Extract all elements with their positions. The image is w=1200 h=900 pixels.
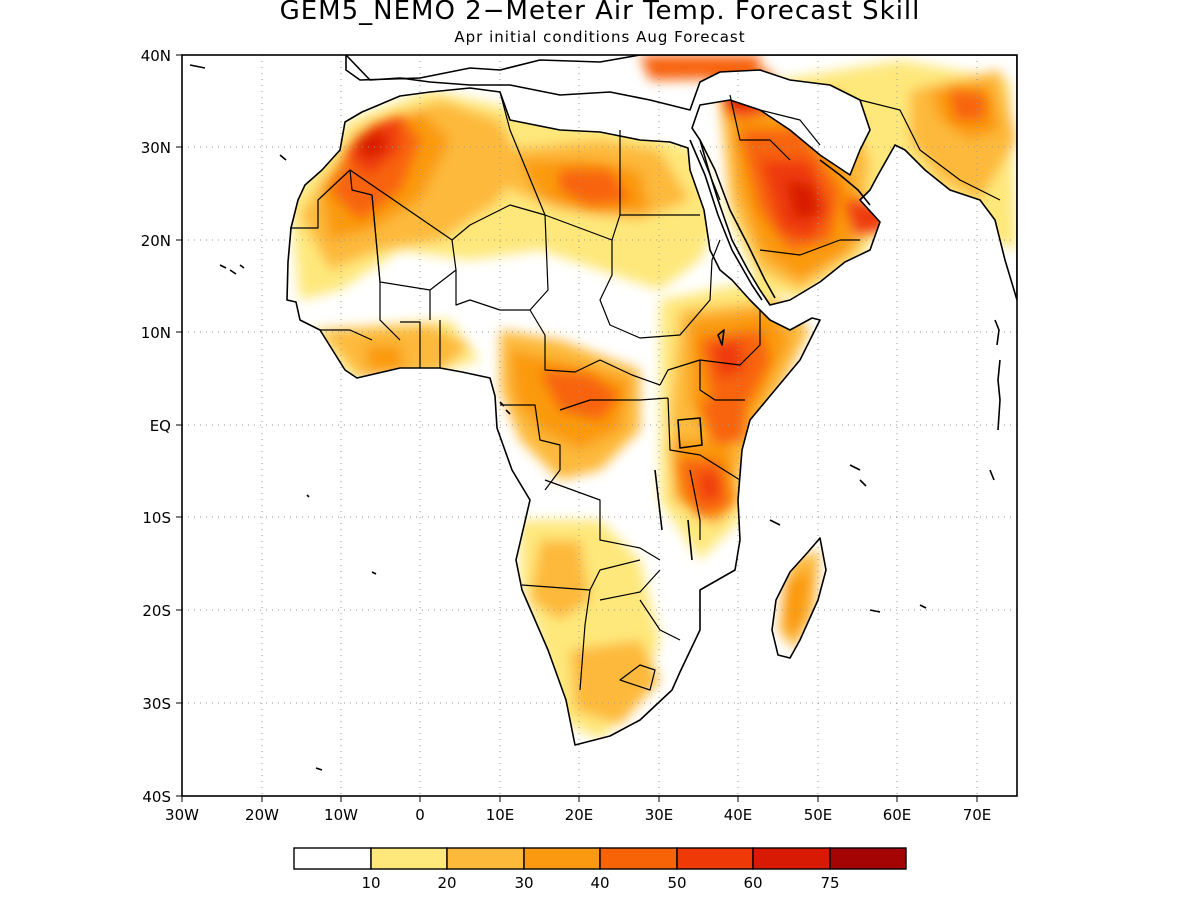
legend-swatch: [446, 847, 525, 870]
legend-swatch: [752, 847, 831, 870]
legend-swatch: [599, 847, 678, 870]
y-tick-label: 10N: [141, 324, 171, 342]
legend-label: 75: [820, 874, 839, 892]
legend-label: 50: [667, 874, 686, 892]
x-tick-label: 30E: [645, 806, 674, 824]
legend-label: 10: [361, 874, 380, 892]
legend-label: 20: [437, 874, 456, 892]
x-tick-label: 10E: [486, 806, 515, 824]
y-tick-label: 30S: [142, 695, 171, 713]
legend-swatch: [293, 847, 372, 870]
x-tick-label: 70E: [963, 806, 992, 824]
map-subtitle: Apr initial conditions Aug Forecast: [454, 28, 746, 46]
legend-label: 30: [514, 874, 533, 892]
y-tick-label: 40N: [141, 47, 171, 65]
country-borders: [290, 91, 1001, 691]
y-tick-label: 30N: [141, 139, 171, 157]
x-axis: 30W 20W 10W 0 10E 20E 30E 40E 50E 60E 70…: [165, 796, 991, 824]
legend-label: 60: [743, 874, 762, 892]
x-tick-label: 50E: [804, 806, 833, 824]
coastlines: [189, 55, 1017, 771]
y-tick-label: 10S: [142, 509, 171, 527]
map-title: GEM5_NEMO 2−Meter Air Temp. Forecast Ski…: [279, 0, 921, 26]
x-tick-label: 10W: [324, 806, 358, 824]
y-tick-label: EQ: [150, 417, 171, 435]
color-legend: 10 20 30 40 50 60 75: [293, 847, 907, 892]
y-tick-label: 20N: [141, 232, 171, 250]
x-tick-label: 20W: [245, 806, 279, 824]
skill-shading: [290, 55, 1017, 740]
y-tick-label: 40S: [142, 788, 171, 806]
legend-swatch: [676, 847, 754, 870]
legend-swatch: [370, 847, 448, 870]
x-tick-label: 0: [415, 806, 425, 824]
x-tick-label: 30W: [165, 806, 199, 824]
x-tick-label: 60E: [883, 806, 912, 824]
y-tick-label: 20S: [142, 602, 171, 620]
legend-label: 40: [590, 874, 609, 892]
legend-swatch: [523, 847, 601, 870]
x-tick-label: 40E: [724, 806, 753, 824]
legend-swatch: [829, 847, 907, 870]
y-axis: 40N 30N 20N 10N EQ 10S 20S 30S 40S: [141, 47, 182, 806]
x-tick-label: 20E: [565, 806, 594, 824]
